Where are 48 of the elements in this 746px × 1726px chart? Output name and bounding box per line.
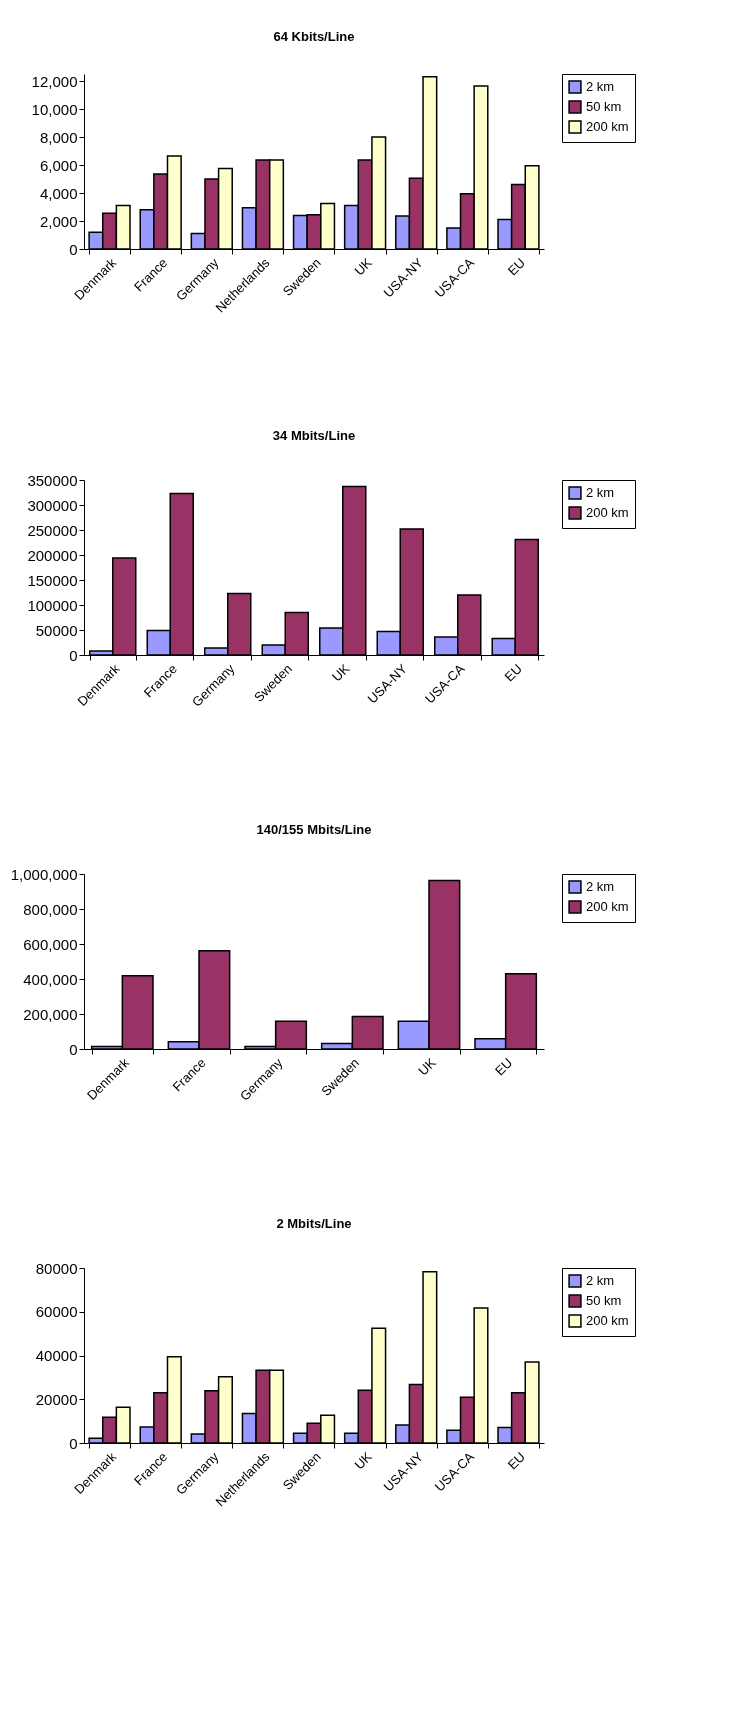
y-tick-label: 350000 xyxy=(27,471,78,489)
y-tick-label: 10,000 xyxy=(31,100,78,118)
x-tick-label: UK xyxy=(351,1448,376,1473)
x-tick-label: EU xyxy=(491,1055,516,1079)
chart-title: 34 Mbits/Line xyxy=(272,428,356,443)
x-tick-label: EU xyxy=(501,661,525,685)
y-tick-label: 250000 xyxy=(27,521,78,539)
x-tick-label: EU xyxy=(504,1449,529,1473)
y-tick-label: 1,000,000 xyxy=(10,865,78,883)
legend-label: 200 km xyxy=(586,505,629,520)
y-tick-label: 40000 xyxy=(35,1347,78,1364)
x-tick-label: EU xyxy=(504,255,529,279)
y-tick-label: 400,000 xyxy=(23,970,78,988)
y-tick-label: 0 xyxy=(69,1434,78,1452)
y-tick-label: 200,000 xyxy=(23,1005,78,1023)
y-tick-label: 800,000 xyxy=(23,900,78,918)
x-tick-label: UK xyxy=(351,254,376,279)
chart-title: 2 Mbits/Line xyxy=(276,1216,352,1231)
y-tick-label: 60000 xyxy=(35,1303,78,1321)
legend-label: 2 km xyxy=(586,1273,615,1288)
y-tick-label: 100000 xyxy=(27,596,78,614)
chart-title: 64 Kbits/Line xyxy=(273,28,355,44)
legend-label: 200 km xyxy=(586,1313,629,1328)
y-tick-label: 2,000 xyxy=(39,212,78,230)
legend-label: 2 km xyxy=(586,485,615,500)
legend-label: 2 km xyxy=(586,79,615,94)
legend-label: 200 km xyxy=(586,899,629,914)
legend-label: 50 km xyxy=(586,1293,622,1308)
y-tick-label: 80000 xyxy=(35,1259,78,1277)
x-tick-label: UK xyxy=(415,1054,439,1079)
y-tick-label: 0 xyxy=(69,1040,78,1058)
y-tick-label: 8,000 xyxy=(39,128,78,146)
y-tick-label: 4,000 xyxy=(39,184,78,202)
y-tick-label: 50000 xyxy=(35,621,78,639)
chart-title: 140/155 Mbits/Line xyxy=(256,822,372,837)
y-tick-label: 600,000 xyxy=(23,935,78,953)
y-tick-label: 20000 xyxy=(35,1390,78,1408)
y-tick-label: 300000 xyxy=(27,496,78,514)
y-tick-label: 12,000 xyxy=(31,72,78,90)
x-tick-label: UK xyxy=(329,660,353,685)
y-tick-label: 150000 xyxy=(27,571,78,589)
y-tick-label: 200000 xyxy=(27,546,78,564)
y-tick-label: 6,000 xyxy=(39,156,78,174)
y-tick-label: 0 xyxy=(69,646,78,664)
legend-label: 200 km xyxy=(586,119,629,134)
legend-label: 50 km xyxy=(586,99,622,114)
legend-label: 2 km xyxy=(586,879,615,894)
y-tick-label: 0 xyxy=(69,240,78,258)
